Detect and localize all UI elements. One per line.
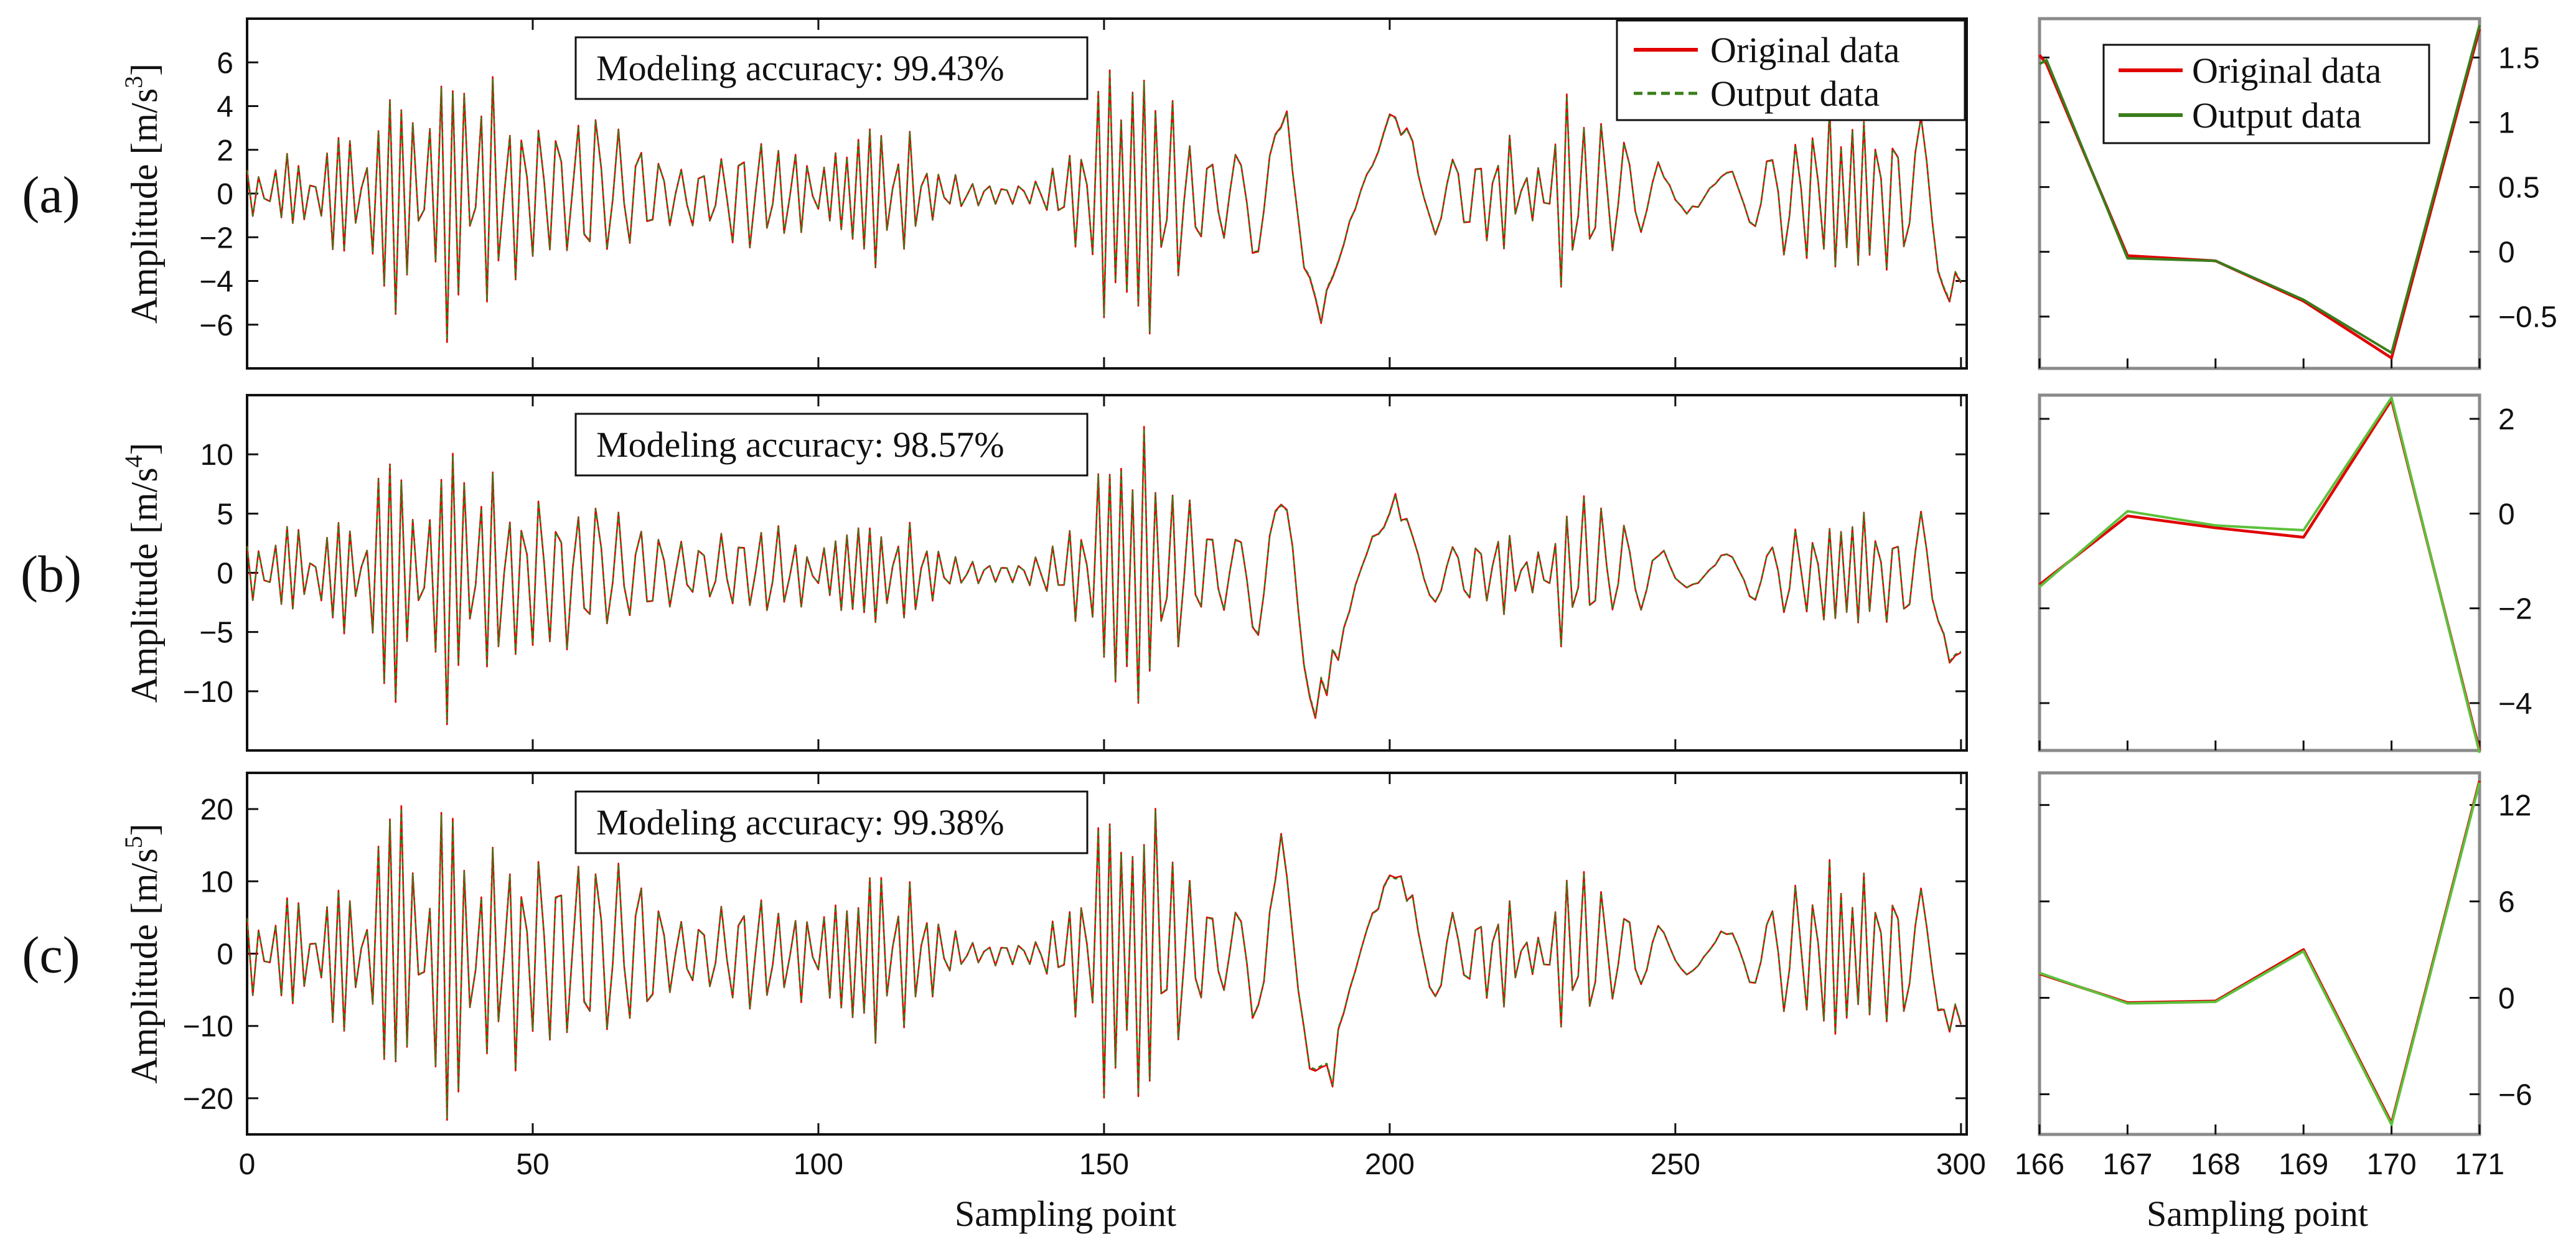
y-tick-label: 10 [200,439,233,472]
zoom-frame-b [2038,393,2481,752]
y-axis-label-b: Amplitude [m/s4] [119,442,165,703]
y-tick-label: 20 [200,793,233,826]
series-output-a [246,71,1962,341]
x-tick-label: 250 [1651,1148,1700,1181]
zoom-y-tick-label: 1.5 [2498,42,2540,75]
zoom-x-tick-label: 167 [2102,1148,2152,1181]
x-tick-label: 300 [1936,1148,1986,1181]
x-tick-label: 150 [1079,1148,1129,1181]
series-output-b [246,428,1962,723]
zoom-y-tick-label: 0 [2498,498,2515,531]
zoom-y-tick-label: 2 [2498,403,2515,436]
x-tick-label: 50 [516,1148,549,1181]
y-tick-label: 0 [217,558,233,591]
x-tick-label: 0 [239,1148,256,1181]
y-tick-label: −10 [183,1011,233,1044]
zoom-x-tick-label: 171 [2455,1148,2504,1181]
zoom-series-output-b [2038,396,2481,754]
y-axis-label-a: Amplitude [m/s3] [119,63,165,324]
x-axis-label-zoom: Sampling point [2147,1194,2368,1234]
zoom-y-tick-label: −6 [2498,1078,2532,1111]
zoom-y-tick-label: 0 [2498,983,2515,1016]
panel-label-a: (a) [22,166,80,224]
panel-label-b: (b) [21,546,82,604]
y-tick-label: −5 [199,617,233,650]
zoom-y-tick-label: −0.5 [2498,301,2557,334]
zoom-y-tick-label: 0.5 [2498,172,2540,205]
legend-zoom [2102,44,2430,144]
series-output-c [246,807,1962,1118]
y-tick-label: −10 [183,676,233,709]
y-tick-label: 0 [217,938,233,971]
zoom-x-tick-label: 170 [2367,1148,2417,1181]
legend-zoom-output-label: Output data [2192,95,2361,136]
y-tick-label: 0 [217,178,233,211]
y-tick-label: −4 [199,266,233,299]
legend-main [1616,19,1966,121]
x-tick-label: 100 [794,1148,843,1181]
y-axis-label-c: Amplitude [m/s5] [119,823,165,1083]
panel-a: −6 −4 −2 0 2 4 6 Modeling accuracy: 99.43% Origi… [22,17,2557,370]
legend-original-label: Original data [1710,30,1899,70]
zoom-x-tick-label: 169 [2279,1148,2328,1181]
legend-output-label: Output data [1710,73,1880,114]
zoom-y-tick-label: 12 [2498,790,2531,823]
x-axis-label-main: Sampling point [955,1194,1176,1234]
zoom-x-tick-label: 166 [2015,1148,2064,1181]
accuracy-box-c [574,790,1089,854]
zoom-y-tick-label: −2 [2498,593,2532,626]
accuracy-box-b [574,413,1089,477]
zoom-y-tick-label: 1 [2498,107,2515,140]
accuracy-label-b: Modeling accuracy: 98.57% [596,424,1005,465]
y-tick-label: −20 [183,1083,233,1116]
zoom-series-output-c [2039,782,2481,1126]
accuracy-label-a: Modeling accuracy: 99.43% [596,48,1005,88]
zoom-y-tick-label: −4 [2498,688,2532,721]
zoom-x-tick-label: 168 [2191,1148,2241,1181]
accuracy-label-c: Modeling accuracy: 99.38% [596,802,1005,843]
panel-b: −10 −5 0 5 10 Modeling accuracy: 98.57% Amplit… [21,393,2532,754]
y-tick-label: −6 [199,309,233,342]
y-tick-label: 5 [217,498,233,531]
y-tick-label: 4 [217,91,233,124]
series-original-a [246,69,1962,343]
accuracy-box-a [574,36,1089,100]
zoom-series-output-a [2039,24,2481,354]
y-tick-label: 2 [217,134,233,167]
panel-label-c: (c) [22,927,80,984]
legend-zoom-original-label: Original data [2192,50,2381,91]
y-tick-label: 10 [200,866,233,899]
zoom-y-tick-label: 0 [2498,236,2515,269]
zoom-frame-c [2038,771,2481,1136]
x-tick-label: 200 [1365,1148,1415,1181]
zoom-y-tick-label: 6 [2498,886,2515,919]
y-tick-label: 6 [217,47,233,80]
y-tick-label: −2 [199,222,233,255]
